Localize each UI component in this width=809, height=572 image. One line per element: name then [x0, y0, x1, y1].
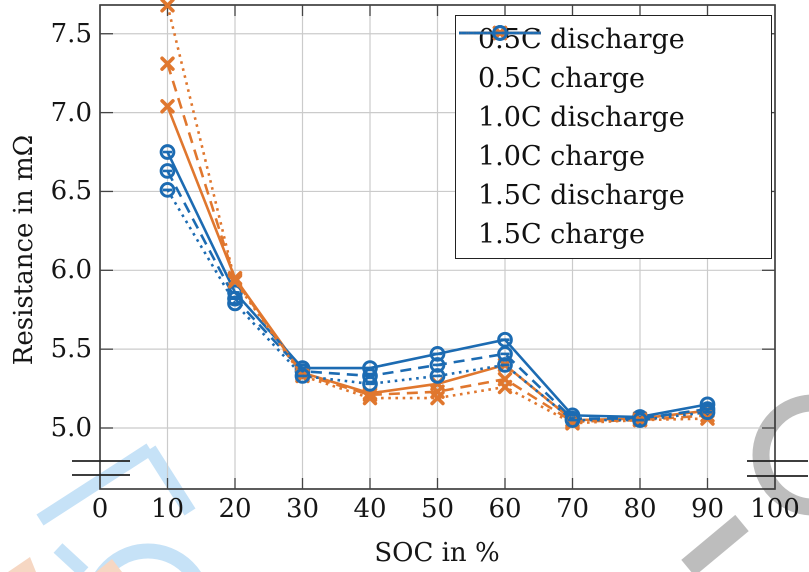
marker-x [160, 0, 175, 13]
legend-label: 1.5C discharge [478, 180, 685, 211]
marker-x [362, 387, 378, 403]
marker-circle [362, 368, 378, 384]
watermarks [8, 394, 809, 572]
watermark-blue-stroke [53, 543, 89, 572]
legend-box: 0.5C discharge 0.5C charge 1.0C discharge 1… [455, 15, 772, 259]
y-tick-label: 5.5 [50, 334, 92, 365]
watermark-gray-bar [681, 514, 749, 572]
y-tick-label: 6.0 [50, 255, 92, 286]
legend-label: 0.5C discharge [478, 24, 685, 55]
x-tick-label: 90 [690, 494, 725, 524]
y-tick-label: 6.5 [50, 176, 92, 207]
x-tick-label: 20 [218, 494, 252, 524]
x-tick-label: 60 [488, 494, 522, 524]
marker-circle [159, 182, 176, 198]
marker-circle [699, 396, 716, 413]
x-tick-label: 10 [150, 494, 185, 524]
marker-circle [699, 404, 716, 421]
marker-circle [362, 360, 378, 376]
series-1-5c-charge [159, 182, 716, 428]
marker-circle [159, 144, 176, 160]
marker-x [362, 390, 378, 406]
x-tick-label: 40 [353, 494, 387, 524]
marker-x [227, 274, 243, 289]
marker-circle [429, 357, 446, 373]
watermark-gray-letter [752, 394, 809, 516]
legend-swatch [459, 25, 541, 41]
watermark-peach [8, 557, 36, 572]
x-tick-label: 80 [623, 494, 657, 524]
marker-circle [227, 295, 243, 312]
legend-item: 1.0C charge [459, 25, 771, 176]
y-tick-label: 5.0 [50, 413, 92, 443]
marker-circle [564, 412, 581, 428]
marker-circle [362, 375, 378, 392]
marker-circle [429, 368, 446, 384]
x-tick-label: 100 [750, 494, 800, 524]
legend-label: 0.5C charge [478, 63, 645, 94]
x-axis-title: SOC in % [374, 538, 500, 568]
legend-item: 1.0C discharge [459, 25, 771, 137]
legend-item: 1.5C charge [459, 25, 771, 254]
watermark-blue-stroke [36, 443, 154, 526]
axis-ticks [99, 5, 776, 489]
legend-item: 0.5C charge [459, 25, 771, 98]
y-axis-title: Resistance in mΩ [9, 134, 39, 366]
marker-circle [497, 346, 513, 362]
legend-item: 1.5C discharge [459, 25, 771, 215]
x-tick-label: 30 [285, 494, 320, 524]
watermark-blue-arc [95, 543, 201, 572]
marker-circle [227, 290, 243, 307]
series-line [166, 5, 708, 425]
legend-label: 1.0C charge [478, 141, 645, 172]
marker-circle [159, 163, 176, 179]
axis-break-marks [72, 460, 808, 477]
x-tick-label: 0 [91, 494, 109, 524]
marker-circle [492, 25, 508, 41]
watermark-blue-stroke [144, 445, 196, 516]
x-tick-label: 70 [555, 494, 590, 524]
marker-x [430, 390, 445, 406]
marker-circle [497, 357, 513, 373]
y-tick-label: 7.0 [50, 97, 92, 128]
marker-circle [632, 412, 648, 428]
marker-x [160, 99, 175, 114]
watermark-peach [96, 559, 122, 572]
legend-label: 1.0C discharge [478, 102, 685, 133]
legend-label: 1.5C charge [478, 219, 645, 250]
marker-x [497, 379, 513, 395]
marker-circle [429, 346, 446, 362]
y-tick-label: 7.5 [50, 18, 92, 49]
marker-x [160, 56, 175, 71]
x-tick-label: 50 [420, 494, 455, 524]
marker-circle [294, 368, 311, 384]
